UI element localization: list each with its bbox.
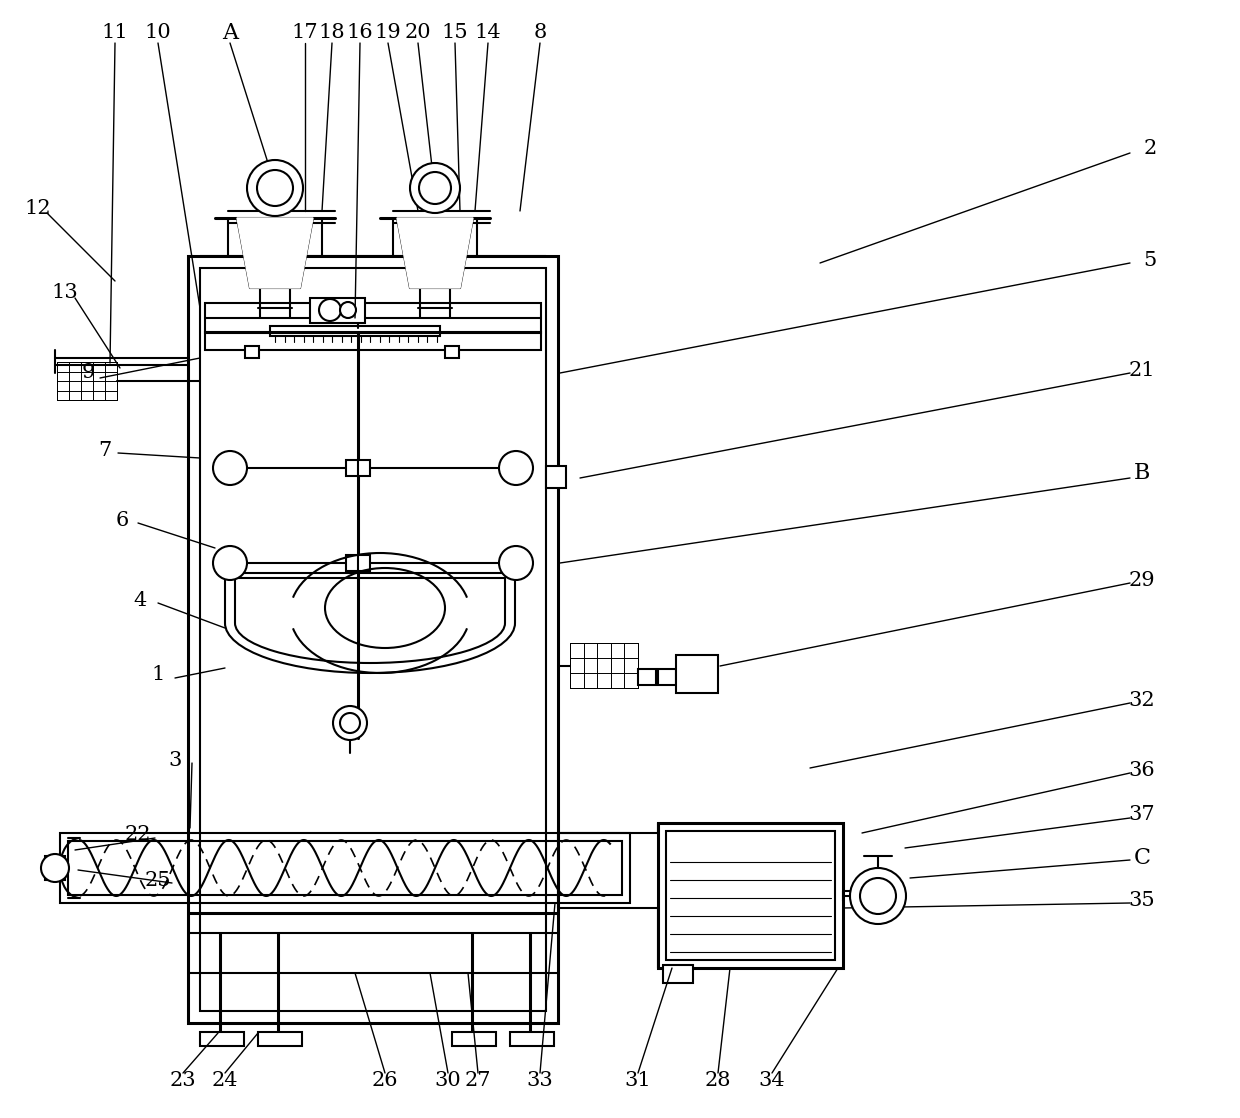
Text: 23: 23 (170, 1071, 196, 1090)
Circle shape (213, 546, 247, 580)
Bar (546, 466, 565, 487)
Circle shape (213, 451, 247, 485)
Bar (658, 823, 843, 968)
Bar (205, 303, 541, 333)
Text: 3: 3 (169, 750, 182, 769)
Bar (205, 332, 541, 350)
Text: A: A (222, 22, 238, 44)
Text: 1: 1 (151, 665, 165, 684)
Text: 30: 30 (435, 1071, 461, 1090)
Text: 15: 15 (441, 23, 469, 42)
Bar (445, 345, 459, 358)
Circle shape (41, 854, 69, 882)
Bar (346, 459, 370, 476)
Text: 16: 16 (347, 23, 373, 42)
Circle shape (849, 868, 906, 923)
Text: 12: 12 (25, 199, 51, 218)
Polygon shape (237, 218, 312, 288)
Text: 20: 20 (404, 23, 432, 42)
Bar (676, 655, 718, 693)
Text: 29: 29 (1128, 570, 1156, 589)
Bar (639, 669, 656, 685)
Text: 35: 35 (1128, 891, 1156, 910)
Bar (658, 669, 676, 685)
Circle shape (419, 172, 451, 203)
Text: B: B (1133, 462, 1151, 484)
Text: 10: 10 (145, 23, 171, 42)
Circle shape (340, 713, 360, 733)
Text: 8: 8 (533, 23, 547, 42)
Bar (57, 362, 117, 400)
Circle shape (334, 705, 367, 740)
Text: 6: 6 (115, 511, 129, 530)
Bar (68, 841, 622, 896)
Circle shape (247, 160, 303, 216)
Circle shape (498, 546, 533, 580)
Text: 17: 17 (291, 23, 319, 42)
Text: 36: 36 (1128, 760, 1156, 779)
Bar (453, 1032, 496, 1046)
Bar (200, 1032, 244, 1046)
Text: 34: 34 (759, 1071, 785, 1090)
Polygon shape (397, 218, 472, 288)
Text: 32: 32 (1128, 691, 1156, 710)
Text: 4: 4 (134, 590, 146, 609)
Text: 25: 25 (145, 871, 171, 890)
Bar (346, 555, 370, 571)
Bar (270, 326, 440, 337)
Bar (570, 643, 639, 688)
Bar (310, 299, 365, 323)
Text: 27: 27 (465, 1071, 491, 1090)
Bar (60, 833, 630, 903)
Bar (666, 831, 835, 960)
Text: C: C (1133, 847, 1151, 869)
Bar (663, 965, 693, 983)
Text: 5: 5 (1143, 250, 1157, 269)
Circle shape (340, 302, 356, 318)
Text: 37: 37 (1128, 805, 1156, 824)
Text: 14: 14 (475, 23, 501, 42)
Bar (188, 256, 558, 1023)
Circle shape (257, 170, 293, 206)
Text: 33: 33 (527, 1071, 553, 1090)
Circle shape (319, 299, 341, 321)
Bar (510, 1032, 554, 1046)
Text: 24: 24 (212, 1071, 238, 1090)
Bar (246, 345, 259, 358)
Bar (45, 856, 64, 880)
Text: 2: 2 (1143, 139, 1157, 158)
Text: 22: 22 (125, 825, 151, 844)
Circle shape (410, 163, 460, 214)
Text: 11: 11 (102, 23, 129, 42)
Text: 21: 21 (1128, 360, 1156, 379)
Text: 18: 18 (319, 23, 345, 42)
Text: 9: 9 (82, 363, 94, 382)
Text: 19: 19 (374, 23, 402, 42)
Text: 7: 7 (98, 440, 112, 459)
Bar (200, 268, 546, 1011)
Text: 26: 26 (372, 1071, 398, 1090)
Text: 28: 28 (704, 1071, 732, 1090)
Bar (258, 1032, 303, 1046)
Text: 31: 31 (625, 1071, 651, 1090)
Text: 13: 13 (52, 284, 78, 303)
Circle shape (498, 451, 533, 485)
Circle shape (861, 878, 897, 915)
